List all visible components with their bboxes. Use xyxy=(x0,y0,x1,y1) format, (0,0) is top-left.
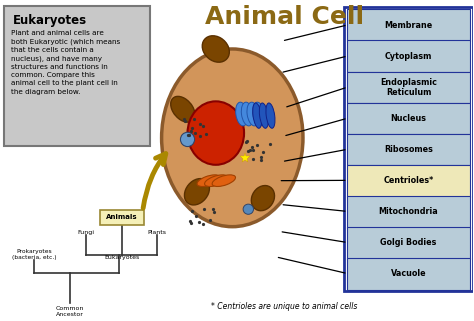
Ellipse shape xyxy=(188,101,244,165)
Ellipse shape xyxy=(205,175,228,187)
Ellipse shape xyxy=(197,175,220,187)
FancyBboxPatch shape xyxy=(347,9,470,41)
Text: Nucleus: Nucleus xyxy=(391,114,427,123)
Text: Eukaryotes: Eukaryotes xyxy=(104,255,139,260)
Text: Membrane: Membrane xyxy=(384,21,433,30)
Text: Ribosomes: Ribosomes xyxy=(384,145,433,154)
FancyBboxPatch shape xyxy=(100,210,144,225)
FancyArrowPatch shape xyxy=(144,151,173,208)
FancyBboxPatch shape xyxy=(347,227,470,259)
FancyBboxPatch shape xyxy=(347,134,470,165)
Text: Plant and animal cells are
both Eukaryotic (which means
that the cells contain a: Plant and animal cells are both Eukaryot… xyxy=(11,30,120,95)
Ellipse shape xyxy=(243,204,254,214)
Ellipse shape xyxy=(162,49,303,227)
Text: Golgi Bodies: Golgi Bodies xyxy=(380,239,437,247)
FancyBboxPatch shape xyxy=(347,72,470,103)
Text: Common
Ancestor: Common Ancestor xyxy=(55,306,84,317)
Ellipse shape xyxy=(202,36,229,62)
Text: Fungi: Fungi xyxy=(78,230,95,235)
Ellipse shape xyxy=(212,175,236,187)
Text: Centrioles*: Centrioles* xyxy=(383,176,434,185)
Text: Endoplasmic
Reticulum: Endoplasmic Reticulum xyxy=(380,78,437,97)
Ellipse shape xyxy=(253,102,265,126)
FancyBboxPatch shape xyxy=(347,103,470,134)
Text: Cytoplasm: Cytoplasm xyxy=(385,52,432,61)
FancyBboxPatch shape xyxy=(4,6,150,146)
Ellipse shape xyxy=(253,103,262,128)
Ellipse shape xyxy=(241,102,254,126)
Text: * Centrioles are unique to animal cells: * Centrioles are unique to animal cells xyxy=(211,302,357,311)
Text: Animal Cell: Animal Cell xyxy=(205,4,364,29)
Text: Prokaryotes
(bacteria, etc.): Prokaryotes (bacteria, etc.) xyxy=(12,249,57,260)
Ellipse shape xyxy=(259,103,268,128)
Text: Animals: Animals xyxy=(106,214,138,221)
Ellipse shape xyxy=(247,102,259,126)
FancyBboxPatch shape xyxy=(347,165,470,196)
Ellipse shape xyxy=(251,186,274,211)
Ellipse shape xyxy=(171,96,195,122)
Ellipse shape xyxy=(266,103,275,128)
FancyBboxPatch shape xyxy=(347,196,470,228)
Text: Eukaryotes: Eukaryotes xyxy=(13,14,87,27)
Ellipse shape xyxy=(236,102,248,126)
Ellipse shape xyxy=(184,178,210,205)
Text: Mitochondria: Mitochondria xyxy=(379,207,438,216)
Text: Vacuole: Vacuole xyxy=(391,269,426,278)
FancyBboxPatch shape xyxy=(345,7,473,291)
Ellipse shape xyxy=(181,132,195,147)
FancyBboxPatch shape xyxy=(347,258,470,290)
Text: Plants: Plants xyxy=(147,230,166,235)
FancyBboxPatch shape xyxy=(347,40,470,72)
